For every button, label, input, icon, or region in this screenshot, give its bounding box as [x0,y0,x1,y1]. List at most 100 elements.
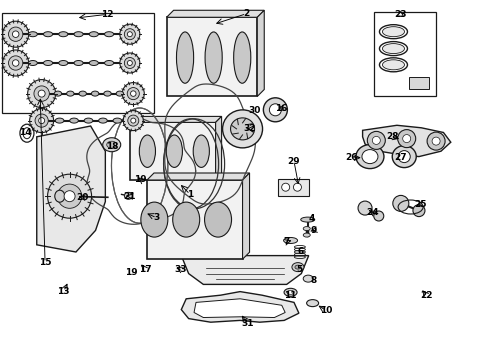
Polygon shape [257,10,264,96]
Circle shape [358,201,372,215]
Ellipse shape [107,141,117,148]
Ellipse shape [307,300,318,307]
Ellipse shape [44,60,52,66]
Text: 20: 20 [76,193,89,202]
Circle shape [124,29,135,40]
Ellipse shape [231,118,254,140]
Text: 2: 2 [244,9,249,18]
Ellipse shape [222,110,263,148]
Text: 4: 4 [308,214,315,223]
Polygon shape [167,10,264,17]
Circle shape [34,86,49,101]
Polygon shape [216,116,221,180]
Circle shape [398,130,416,148]
Text: 11: 11 [284,291,296,300]
Circle shape [35,114,48,127]
Ellipse shape [74,32,83,37]
Ellipse shape [166,135,182,167]
Circle shape [120,53,140,73]
Text: 19: 19 [134,175,147,184]
Circle shape [128,115,139,126]
Polygon shape [147,173,249,180]
Circle shape [131,118,136,123]
Circle shape [8,56,23,70]
Text: 8: 8 [311,276,317,284]
Text: 14: 14 [19,128,32,137]
Ellipse shape [398,150,410,163]
Circle shape [124,58,135,68]
Ellipse shape [287,290,294,294]
Ellipse shape [55,190,65,202]
Ellipse shape [356,145,384,168]
Ellipse shape [28,60,37,66]
Ellipse shape [89,60,98,66]
Polygon shape [181,292,299,322]
Ellipse shape [303,233,310,237]
Circle shape [64,191,75,202]
Ellipse shape [379,58,408,72]
Polygon shape [130,116,221,122]
Ellipse shape [301,217,315,222]
Text: 3: 3 [154,213,160,222]
Text: 27: 27 [394,153,407,162]
Ellipse shape [124,192,132,199]
Bar [409,77,429,89]
Ellipse shape [204,202,232,237]
Ellipse shape [28,32,37,37]
Bar [130,122,216,180]
Ellipse shape [54,91,62,96]
Text: 29: 29 [288,157,300,166]
Circle shape [30,109,53,132]
Circle shape [2,50,29,76]
Text: 5: 5 [296,265,302,274]
Text: 10: 10 [319,306,332,315]
Ellipse shape [89,32,98,37]
Circle shape [38,90,45,97]
Circle shape [403,135,411,143]
Circle shape [57,184,82,208]
Circle shape [270,104,281,116]
Circle shape [127,87,139,100]
Circle shape [122,82,144,105]
Ellipse shape [92,91,99,96]
Ellipse shape [383,44,404,54]
Circle shape [12,60,19,66]
Ellipse shape [79,91,86,96]
Ellipse shape [383,60,404,70]
Polygon shape [37,126,105,252]
Circle shape [39,118,45,123]
Circle shape [27,80,56,108]
Ellipse shape [55,118,64,123]
Text: 28: 28 [386,132,398,141]
Text: 23: 23 [394,10,407,19]
Ellipse shape [116,91,123,96]
Ellipse shape [67,91,74,96]
Ellipse shape [292,263,304,271]
Ellipse shape [104,91,111,96]
Ellipse shape [303,226,310,231]
Polygon shape [194,299,285,318]
Ellipse shape [303,275,313,282]
Ellipse shape [379,42,408,55]
Circle shape [393,195,409,211]
Text: 15: 15 [39,258,51,267]
Circle shape [130,91,136,96]
Ellipse shape [74,60,83,66]
Circle shape [432,137,440,145]
Text: 33: 33 [174,265,187,274]
Ellipse shape [59,32,68,37]
Circle shape [294,183,301,191]
Ellipse shape [176,32,194,83]
Ellipse shape [139,135,155,167]
Ellipse shape [205,32,222,83]
Circle shape [8,27,23,41]
Ellipse shape [284,288,297,296]
Ellipse shape [59,60,68,66]
Circle shape [2,21,29,47]
Bar [147,180,243,259]
Text: 31: 31 [241,319,254,328]
Circle shape [127,60,132,66]
Ellipse shape [392,145,416,168]
Bar [167,17,257,96]
Circle shape [123,111,143,131]
